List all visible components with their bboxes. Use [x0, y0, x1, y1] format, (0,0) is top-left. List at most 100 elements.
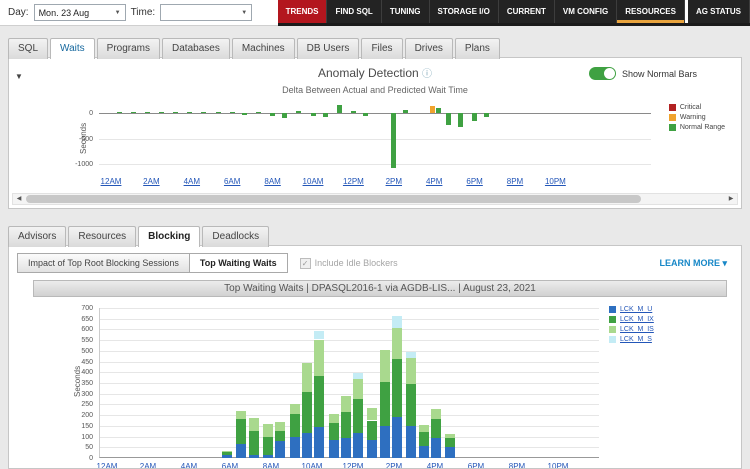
anomaly-hscrollbar[interactable]: ◀ ▶	[12, 193, 738, 205]
x-axis-label[interactable]: 4PM	[426, 462, 444, 469]
x-axis-label[interactable]: 6AM	[221, 462, 239, 469]
stacked-bar-segment-lck-m-ix[interactable]	[275, 431, 286, 441]
legend-label[interactable]: LCK_M_IX	[620, 316, 654, 323]
stacked-bar-segment-lck-m-ix[interactable]	[379, 381, 390, 426]
stacked-bar-segment-lck-m-ix[interactable]	[314, 375, 325, 427]
stacked-bar-segment-lck-m-s[interactable]	[406, 352, 417, 359]
x-axis-label[interactable]: 2AM	[143, 177, 160, 186]
stacked-bar-segment-lck-m-s[interactable]	[353, 373, 364, 380]
legend-label[interactable]: LCK_M_U	[620, 306, 653, 313]
nav-tab-tuning[interactable]: TUNING	[381, 0, 430, 23]
tab-waits[interactable]: Waits	[50, 38, 95, 59]
x-axis-label[interactable]: 8PM	[508, 462, 526, 469]
x-axis-label[interactable]: 10PM	[547, 462, 569, 469]
nav-tab-vm-config[interactable]: VM CONFIG	[554, 0, 618, 23]
nav-tab-resources[interactable]: RESOURCES	[617, 0, 685, 23]
stacked-bar-segment-lck-m-ix[interactable]	[340, 411, 351, 438]
stacked-bar-segment-lck-m-u[interactable]	[431, 437, 441, 458]
stacked-bar-segment-lck-m-is[interactable]	[248, 417, 259, 431]
x-axis-label[interactable]: 2PM	[385, 177, 403, 186]
stacked-bar-segment-lck-m-s[interactable]	[392, 315, 403, 328]
time-select[interactable]: ▼	[160, 4, 253, 21]
tab-advisors[interactable]: Advisors	[8, 226, 67, 247]
top-waiting-waits-button[interactable]: Top Waiting Waits	[189, 253, 288, 273]
legend-label[interactable]: LCK_M_IS	[620, 326, 654, 333]
scrollbar-thumb[interactable]	[26, 195, 641, 203]
x-axis-label[interactable]: 6PM	[466, 177, 483, 186]
nav-tab-current[interactable]: CURRENT	[498, 0, 555, 23]
scroll-left-icon[interactable]: ◀	[16, 196, 22, 202]
x-axis-label[interactable]: 2AM	[139, 462, 157, 469]
stacked-bar-segment-lck-m-u[interactable]	[367, 439, 378, 458]
stacked-bar-segment-lck-m-u[interactable]	[275, 440, 286, 458]
stacked-bar-segment-lck-m-is[interactable]	[353, 379, 364, 399]
tab-drives[interactable]: Drives	[404, 38, 453, 59]
stacked-bar-segment-lck-m-u[interactable]	[328, 439, 339, 458]
legend-item[interactable]: LCK_M_IX	[609, 316, 654, 323]
stacked-bar-segment-lck-m-is[interactable]	[445, 434, 456, 439]
tab-deadlocks[interactable]: Deadlocks	[202, 226, 270, 247]
x-axis-label[interactable]: 8PM	[506, 177, 524, 186]
stacked-bar-segment-lck-m-u[interactable]	[418, 445, 429, 458]
stacked-bar-segment-lck-m-is[interactable]	[379, 350, 390, 382]
x-axis-label[interactable]: 10AM	[301, 462, 323, 469]
stacked-bar-segment-lck-m-is[interactable]	[367, 408, 378, 421]
stacked-bar-segment-lck-m-is[interactable]	[431, 409, 441, 419]
tab-resources[interactable]: Resources	[68, 226, 137, 247]
stacked-bar-segment-lck-m-ix[interactable]	[236, 419, 247, 445]
nav-tab-find-sql[interactable]: FIND SQL	[327, 0, 382, 23]
tab-databases[interactable]: Databases	[162, 38, 230, 59]
stacked-bar-segment-lck-m-ix[interactable]	[406, 383, 417, 427]
stacked-bar-segment-lck-m-u[interactable]	[301, 433, 312, 458]
legend-item[interactable]: LCK_M_S	[609, 336, 654, 343]
collapse-icon[interactable]: ▼	[15, 72, 23, 81]
tab-files[interactable]: Files	[361, 38, 403, 59]
legend-item[interactable]: LCK_M_IS	[609, 326, 654, 333]
tab-machines[interactable]: Machines	[231, 38, 295, 59]
stacked-bar-segment-lck-m-u[interactable]	[445, 446, 456, 458]
x-axis-label[interactable]: 12PM	[342, 462, 364, 469]
stacked-bar-segment-lck-m-u[interactable]	[236, 444, 247, 458]
stacked-bar-segment-lck-m-u[interactable]	[248, 454, 259, 458]
show-normal-bars-toggle[interactable]: Show Normal Bars	[588, 67, 697, 80]
stacked-bar-segment-lck-m-ix[interactable]	[392, 359, 403, 417]
x-axis-label[interactable]: 2PM	[385, 462, 403, 469]
x-axis-label[interactable]: 8AM	[262, 462, 280, 469]
stacked-bar-segment-lck-m-ix[interactable]	[431, 418, 441, 438]
x-axis-label[interactable]: 6AM	[223, 177, 241, 186]
stacked-bar-segment-lck-m-ix[interactable]	[418, 432, 429, 446]
tab-blocking[interactable]: Blocking	[138, 226, 201, 247]
x-axis-label[interactable]: 12AM	[96, 462, 118, 469]
stacked-bar-segment-lck-m-u[interactable]	[262, 454, 273, 458]
tab-sql[interactable]: SQL	[8, 38, 49, 59]
nav-tab-storage-i-o[interactable]: STORAGE I/O	[429, 0, 499, 23]
stacked-bar-segment-lck-m-ix[interactable]	[328, 422, 339, 440]
tab-programs[interactable]: Programs	[96, 38, 161, 59]
learn-more-link[interactable]: LEARN MORE ▾	[659, 258, 727, 269]
x-axis-label[interactable]: 4AM	[180, 462, 198, 469]
stacked-bar-segment-lck-m-u[interactable]	[289, 436, 300, 458]
impact-top-root-blocking-button[interactable]: Impact of Top Root Blocking Sessions	[17, 253, 190, 273]
stacked-bar-segment-lck-m-is[interactable]	[340, 395, 351, 412]
stacked-bar-segment-lck-m-is[interactable]	[301, 363, 312, 392]
stacked-bar-segment-lck-m-u[interactable]	[314, 426, 325, 458]
toggle-switch[interactable]	[588, 67, 616, 80]
x-axis-label[interactable]: 10AM	[302, 177, 324, 186]
stacked-bar-segment-lck-m-is[interactable]	[289, 403, 300, 415]
stacked-bar-segment-lck-m-s[interactable]	[314, 331, 325, 340]
stacked-bar-segment-lck-m-ix[interactable]	[289, 414, 300, 437]
stacked-bar-segment-lck-m-ix[interactable]	[248, 430, 259, 455]
tab-db-users[interactable]: DB Users	[296, 38, 360, 59]
stacked-bar-segment-lck-m-u[interactable]	[221, 455, 232, 458]
nav-tab-ag-status[interactable]: AG STATUS	[687, 0, 750, 23]
tab-plans[interactable]: Plans	[454, 38, 500, 59]
x-axis-label[interactable]: 12AM	[100, 177, 122, 186]
stacked-bar-segment-lck-m-is[interactable]	[418, 424, 429, 433]
stacked-bar-segment-lck-m-ix[interactable]	[353, 398, 364, 433]
stacked-bar-segment-lck-m-is[interactable]	[221, 451, 232, 453]
legend-item[interactable]: LCK_M_U	[609, 306, 654, 313]
stacked-bar-segment-lck-m-is[interactable]	[328, 413, 339, 423]
nav-tab-trends[interactable]: TRENDS	[277, 0, 328, 23]
stacked-bar-segment-lck-m-ix[interactable]	[301, 391, 312, 434]
stacked-bar-segment-lck-m-u[interactable]	[406, 426, 417, 458]
